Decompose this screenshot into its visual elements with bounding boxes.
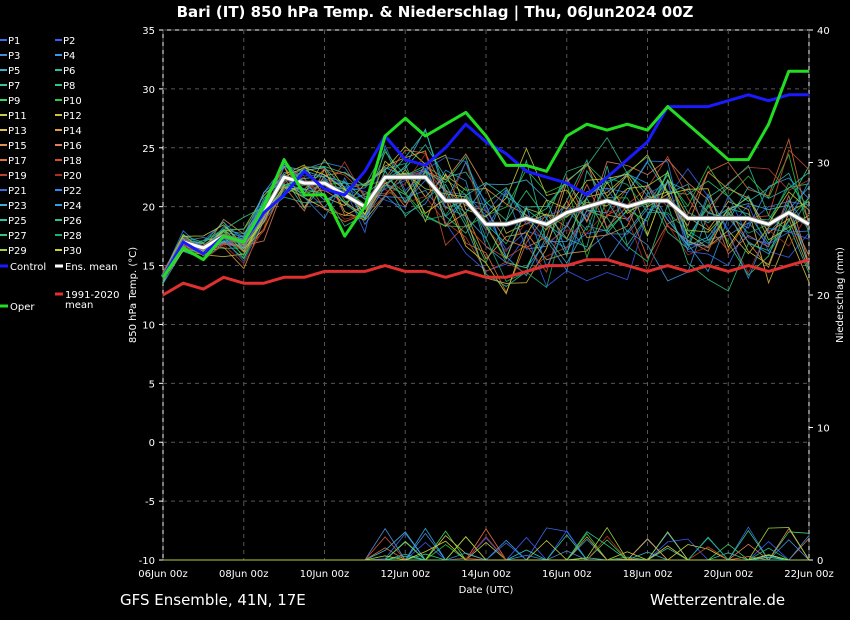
legend-label-P7: P7 xyxy=(8,81,20,92)
legend-label-P9: P9 xyxy=(8,96,20,107)
legend-label-P24: P24 xyxy=(63,201,82,212)
x-tick-label: 14Jun 00z xyxy=(461,569,511,580)
member-line-P22 xyxy=(162,160,810,280)
legend-label-P3: P3 xyxy=(8,51,20,62)
y2-tick-label: 40 xyxy=(817,26,830,37)
x-tick-label: 08Jun 00z xyxy=(219,569,269,580)
y2-tick-label: 30 xyxy=(817,159,830,170)
y-tick-label: 25 xyxy=(142,144,155,155)
legend-label-P30: P30 xyxy=(63,246,82,257)
y2-axis-ticks: 40 30 20 10 0 xyxy=(809,26,830,567)
legend-label-P26: P26 xyxy=(63,216,82,227)
legend-label-P16: P16 xyxy=(63,141,82,152)
x-tick-label: 12Jun 00z xyxy=(380,569,430,580)
x-axis-ticks: 06Jun 00z 08Jun 00z 10Jun 00z 12Jun 00z 14Ju… xyxy=(138,569,834,580)
series-line-oper xyxy=(161,69,809,279)
legend-label-P8: P8 xyxy=(63,81,75,92)
y-tick-label: 20 xyxy=(142,203,155,214)
y-tick-label: 35 xyxy=(142,26,155,37)
legend-label-P27: P27 xyxy=(8,231,27,242)
highlighted-series xyxy=(160,69,811,297)
ensemble-members xyxy=(162,128,810,561)
legend-label-P18: P18 xyxy=(63,156,82,167)
y-tick-label: 15 xyxy=(142,262,155,273)
legend-label-climate-mean: 1991-2020 mean xyxy=(65,290,120,311)
legend-label-P20: P20 xyxy=(63,171,82,182)
legend-label-oper: Oper xyxy=(10,302,35,313)
x-tick-label: 06Jun 00z xyxy=(138,569,188,580)
x-axis-label: Date (UTC) xyxy=(459,585,514,596)
x-tick-label: 22Jun 00z xyxy=(784,569,834,580)
y-tick-label: -5 xyxy=(145,497,155,508)
legend-label-P4: P4 xyxy=(63,51,75,62)
y2-axis-label: Niederschlag (mm) xyxy=(835,247,846,343)
legend-label-P25: P25 xyxy=(8,216,27,227)
legend-label-P15: P15 xyxy=(8,141,27,152)
legend-label-P11: P11 xyxy=(8,111,27,122)
y2-tick-label: 20 xyxy=(817,291,830,302)
y2-tick-label: 10 xyxy=(817,424,830,435)
y2-tick-label: 0 xyxy=(817,556,823,567)
legend-label-P2: P2 xyxy=(63,36,75,47)
x-tick-label: 18Jun 00z xyxy=(623,569,673,580)
y-tick-label: 5 xyxy=(149,379,155,390)
legend-label-P6: P6 xyxy=(63,66,75,77)
x-tick-label: 20Jun 00z xyxy=(703,569,753,580)
legend-label-P17: P17 xyxy=(8,156,27,167)
y-tick-label: 10 xyxy=(142,320,155,331)
y-axis-ticks: 35 30 25 20 15 10 5 0 -5 -10 xyxy=(139,26,163,567)
x-tick-label: 10Jun 00z xyxy=(300,569,350,580)
legend-label-P23: P23 xyxy=(8,201,27,212)
series-line-1991-2020-mean xyxy=(162,258,810,297)
footer-source: Wetterzentrale.de xyxy=(650,591,785,609)
member-precip-P30 xyxy=(163,540,809,561)
legend-label-P14: P14 xyxy=(63,126,82,137)
legend-label-P1: P1 xyxy=(8,36,20,47)
y-tick-label: -10 xyxy=(139,556,155,567)
legend-label-P28: P28 xyxy=(63,231,82,242)
legend-label-control: Control xyxy=(10,262,46,273)
x-tick-label: 16Jun 00z xyxy=(542,569,592,580)
y-tick-label: 30 xyxy=(142,85,155,96)
legend-label-P13: P13 xyxy=(8,126,27,137)
chart-title: Bari (IT) 850 hPa Temp. & Niederschlag |… xyxy=(177,3,694,22)
y-axis-label: 850 hPa Temp. (°C) xyxy=(128,247,139,343)
legend-label-P19: P19 xyxy=(8,171,27,182)
series-line-control xyxy=(161,93,809,279)
legend-label-P22: P22 xyxy=(63,186,82,197)
legend-label-P12: P12 xyxy=(63,111,82,122)
legend: P1 P2 P3 P4 P5 P6 P7 P8 P9 P10 P11 P12 P13 P14 P15 P16 P… xyxy=(0,36,120,313)
legend-label-P21: P21 xyxy=(8,186,27,197)
legend-label-P10: P10 xyxy=(63,96,82,107)
legend-label-P29: P29 xyxy=(8,246,27,257)
footer-model: GFS Ensemble, 41N, 17E xyxy=(120,591,306,609)
member-line-P16 xyxy=(162,158,810,279)
legend-label-P5: P5 xyxy=(8,66,20,77)
y-tick-label: 0 xyxy=(149,438,155,449)
series-line-ens-mean xyxy=(161,175,810,279)
member-line-P23 xyxy=(162,128,810,285)
legend-label-ens-mean: Ens. mean xyxy=(65,262,118,273)
